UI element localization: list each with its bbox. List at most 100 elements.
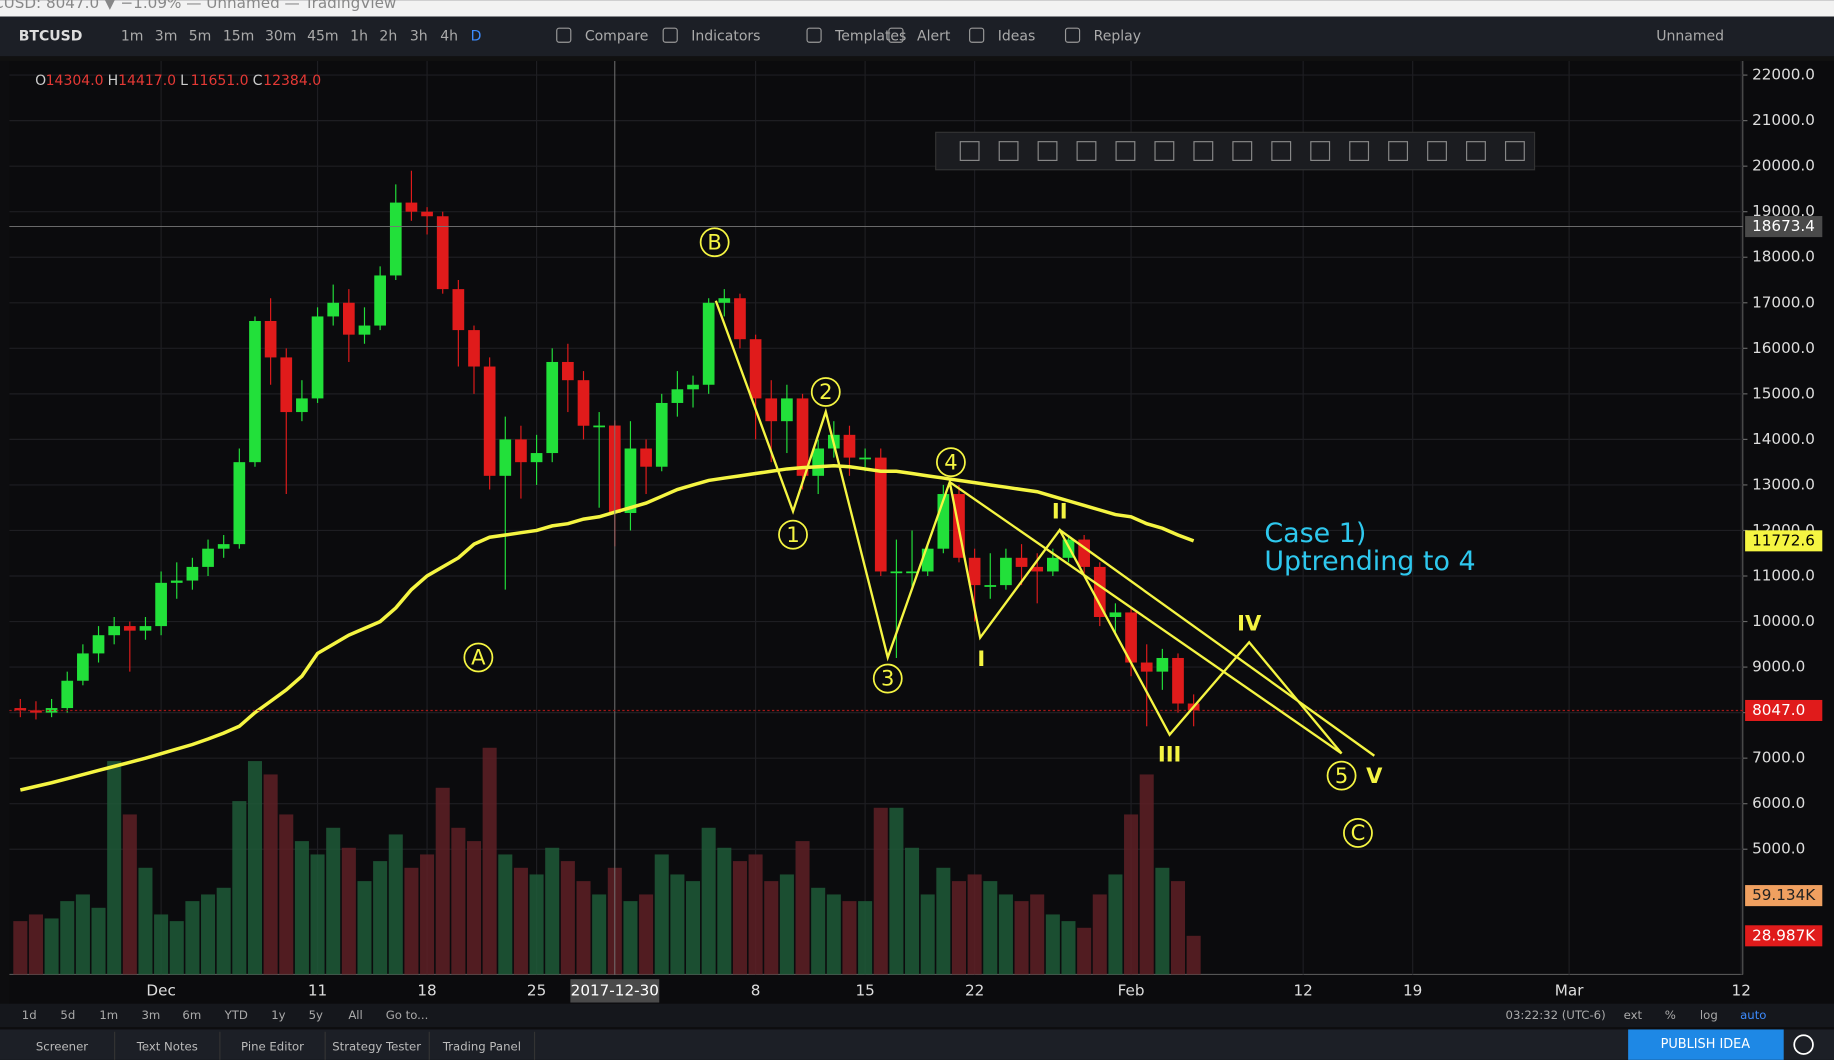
wave-label: A	[471, 645, 486, 670]
candle-body	[984, 585, 997, 587]
interval-button[interactable]: 1m	[121, 28, 144, 44]
tool-icon[interactable]	[998, 141, 1019, 161]
y-tick-label: 9000.0	[1752, 658, 1805, 676]
volume-bar	[1030, 894, 1045, 975]
range-button[interactable]: 1d	[22, 1008, 37, 1022]
tool-icon[interactable]	[1115, 141, 1136, 161]
candle-body	[186, 566, 199, 581]
volume-bar	[936, 867, 951, 975]
wave-label: V	[1366, 763, 1383, 788]
candle-body	[718, 298, 731, 303]
tool-icon[interactable]	[1349, 141, 1370, 161]
range-button[interactable]: YTD	[224, 1008, 248, 1022]
volume-bar	[513, 867, 528, 975]
candle-body	[233, 462, 246, 545]
volume-bar	[717, 847, 732, 975]
toolbar-button[interactable]: Indicators	[691, 28, 760, 44]
candle-body	[123, 626, 136, 631]
y-tick-label: 7000.0	[1752, 749, 1805, 767]
candle-body	[499, 439, 512, 476]
candle-body	[358, 325, 371, 335]
tool-icon[interactable]	[1310, 141, 1331, 161]
symbol[interactable]: BTCUSD	[19, 28, 83, 44]
toolbar-button[interactable]: Compare	[585, 28, 649, 44]
interval-button[interactable]: 45m	[307, 28, 339, 44]
button-icon[interactable]	[662, 27, 678, 43]
scale-option[interactable]: %	[1665, 1008, 1676, 1022]
tool-icon[interactable]	[1388, 141, 1409, 161]
range-button[interactable]: Go to...	[386, 1008, 429, 1022]
range-button[interactable]: 5y	[309, 1008, 323, 1022]
toolbar-button[interactable]: Ideas	[998, 28, 1036, 44]
range-button[interactable]: 3m	[141, 1008, 160, 1022]
range-button[interactable]: 1m	[99, 1008, 118, 1022]
candle-body	[311, 316, 324, 399]
price-label: 11772.6	[1752, 531, 1815, 549]
interval-button[interactable]: D	[471, 28, 482, 44]
candle-body	[77, 653, 89, 681]
interval-button[interactable]: 3m	[155, 28, 178, 44]
play-icon[interactable]	[1793, 1034, 1814, 1055]
candle-body	[812, 448, 825, 476]
tool-icon[interactable]	[1271, 141, 1292, 161]
volume-bar	[75, 894, 90, 975]
scale-option[interactable]: log	[1700, 1008, 1718, 1022]
scale-option[interactable]: ext	[1624, 1008, 1643, 1022]
tool-icon[interactable]	[1193, 141, 1214, 161]
tool-icon[interactable]	[1466, 141, 1486, 161]
range-button[interactable]: 5d	[60, 1008, 75, 1022]
tab[interactable]: Screener	[36, 1039, 88, 1053]
interval-button[interactable]: 3h	[410, 28, 428, 44]
tool-icon[interactable]	[1232, 141, 1253, 161]
candle-body	[421, 211, 433, 217]
toolbar-button[interactable]: Replay	[1094, 28, 1141, 44]
interval-button[interactable]: 1h	[350, 28, 368, 44]
tool-icon[interactable]	[1504, 141, 1525, 161]
interval-button[interactable]: 30m	[265, 28, 297, 44]
volume-label: 59.134K	[1752, 886, 1816, 904]
tab[interactable]: Strategy Tester	[332, 1039, 421, 1053]
price-label: 8047.0	[1752, 701, 1805, 719]
candle-body	[327, 302, 340, 317]
tab[interactable]: Pine Editor	[241, 1039, 304, 1053]
toolbar-button[interactable]: Templates	[834, 28, 906, 44]
button-icon[interactable]	[556, 27, 572, 43]
tab[interactable]: Trading Panel	[442, 1039, 521, 1053]
wave-line	[949, 481, 1343, 755]
button-icon[interactable]	[969, 27, 985, 43]
interval-button[interactable]: 15m	[223, 28, 255, 44]
volume-bar	[247, 761, 262, 975]
layout-name[interactable]: Unnamed	[1656, 28, 1724, 44]
tool-icon[interactable]	[1037, 141, 1058, 161]
candle-body	[264, 320, 277, 358]
interval-button[interactable]: 4h	[440, 28, 458, 44]
volume-bar	[951, 881, 966, 975]
range-bar	[0, 1003, 1834, 1028]
tab[interactable]: Text Notes	[136, 1039, 198, 1053]
wave-circle	[936, 447, 966, 478]
scale-option[interactable]: auto	[1740, 1008, 1766, 1022]
range-button[interactable]: 1y	[271, 1008, 285, 1022]
interval-button[interactable]: 5m	[189, 28, 212, 44]
button-icon[interactable]	[806, 27, 822, 43]
toolbar-button[interactable]: Alert	[917, 28, 951, 44]
y-tick-label: 19000.0	[1752, 202, 1815, 220]
wave-label: B	[707, 229, 721, 254]
candle-body	[968, 557, 981, 586]
volume-bar	[1155, 867, 1170, 975]
tool-icon[interactable]	[1427, 141, 1447, 161]
candle-body	[139, 626, 152, 631]
legend-key: H	[108, 73, 119, 89]
volume-bar	[811, 887, 826, 975]
publish-button[interactable]	[1628, 1029, 1784, 1060]
range-button[interactable]: All	[348, 1008, 363, 1022]
tool-icon[interactable]	[1076, 141, 1097, 161]
tool-icon[interactable]	[1154, 141, 1175, 161]
button-icon[interactable]	[888, 27, 904, 43]
publish-label[interactable]: PUBLISH IDEA	[1661, 1037, 1751, 1052]
tool-icon[interactable]	[959, 141, 980, 161]
range-button[interactable]: 6m	[182, 1008, 201, 1022]
button-icon[interactable]	[1064, 27, 1081, 43]
interval-button[interactable]: 2h	[379, 28, 397, 44]
legend-value: 12384.0	[263, 73, 321, 89]
